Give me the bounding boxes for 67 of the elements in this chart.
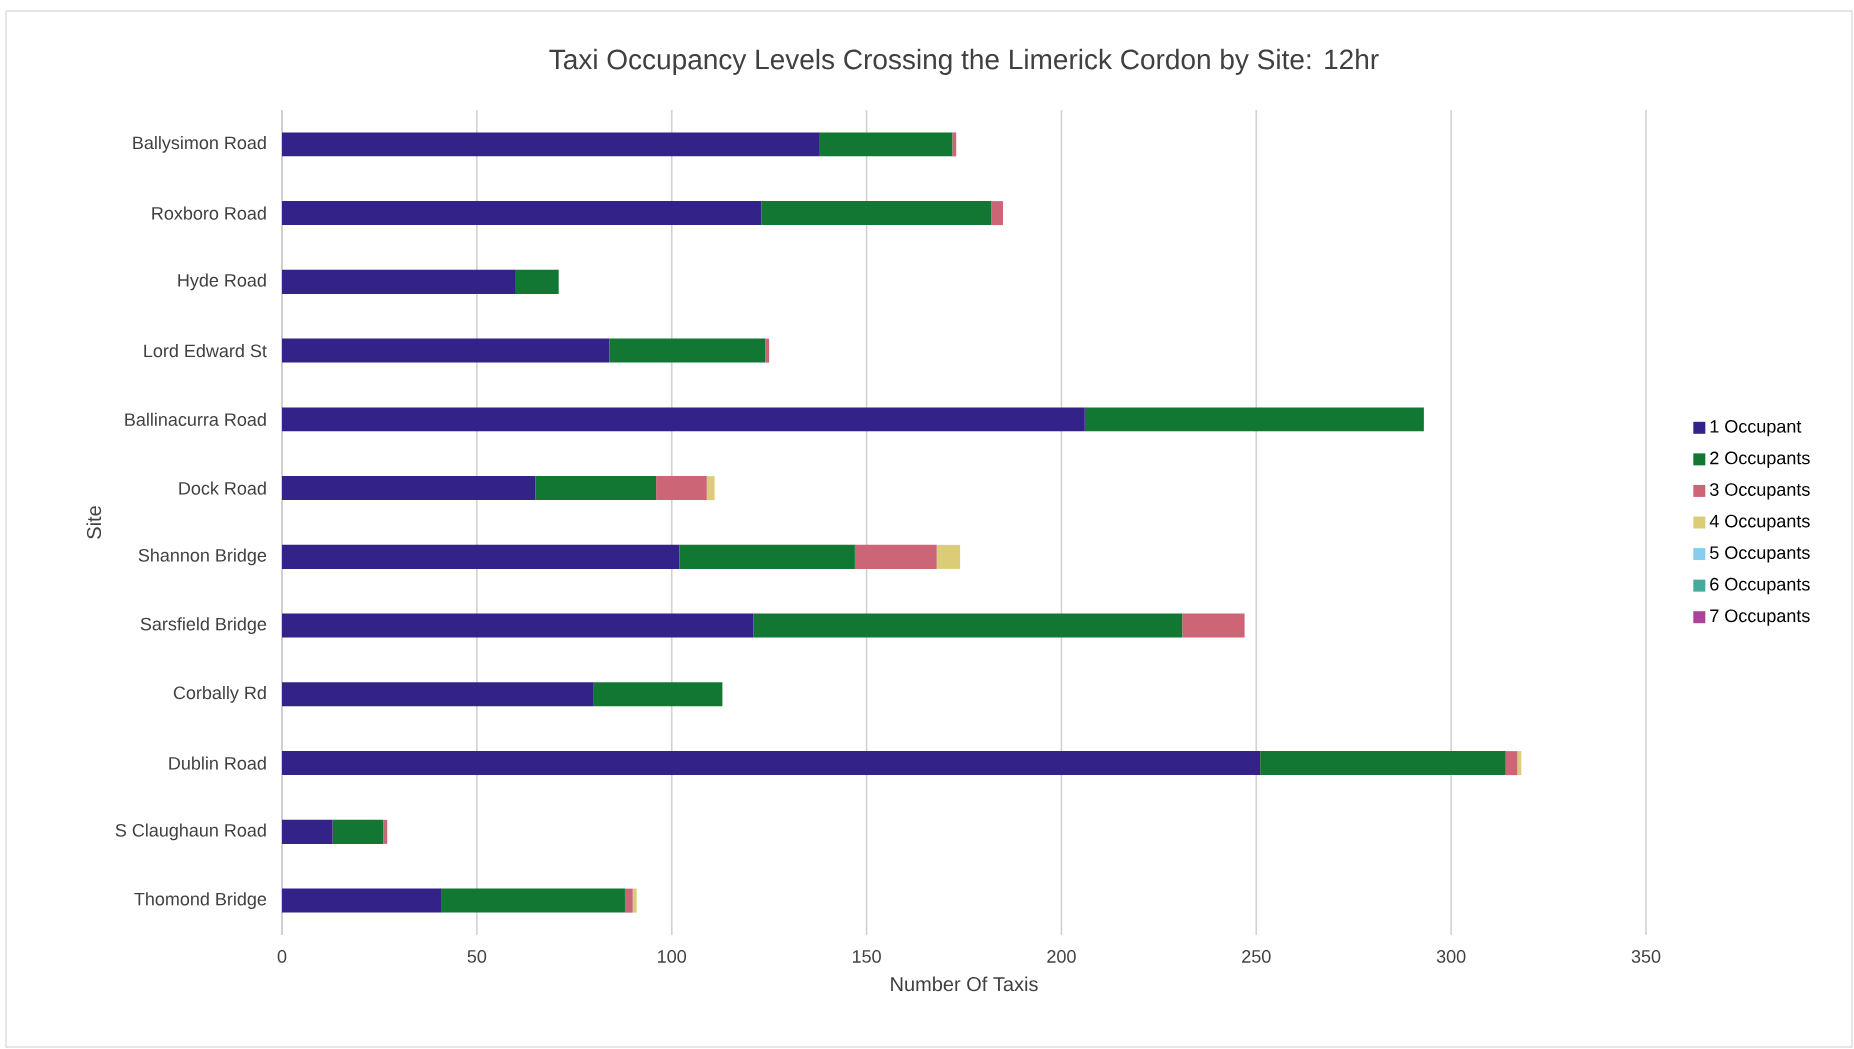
- bar: [535, 476, 657, 501]
- bar: [656, 476, 707, 501]
- bar: [515, 269, 559, 294]
- bar: [1517, 751, 1522, 776]
- bar: [991, 201, 1003, 226]
- bar: [282, 888, 442, 913]
- bar: [632, 888, 637, 913]
- x-tick-label: 50: [467, 950, 487, 963]
- y-axis-title: Site: [86, 506, 102, 539]
- y-tick-label: Thomond Bridge: [134, 892, 267, 910]
- x-tick-label: 300: [1436, 950, 1466, 963]
- y-tick-label: Dock Road: [179, 481, 266, 495]
- x-tick-label: 350: [1631, 950, 1661, 963]
- bar: [854, 544, 937, 569]
- legend-label: 2 Occupants: [1710, 451, 1810, 468]
- bar: [332, 819, 384, 844]
- bar: [624, 888, 633, 913]
- bar: [282, 269, 516, 294]
- x-tick-label: 200: [1047, 950, 1076, 963]
- x-tick-label: 250: [1242, 950, 1271, 963]
- legend-label: 7 Occupants: [1710, 609, 1810, 626]
- bar: [282, 338, 610, 363]
- bar: [282, 682, 594, 707]
- y-tick-label: Shannon Bridge: [138, 548, 267, 566]
- bar: [761, 201, 992, 226]
- bar: [383, 819, 388, 844]
- x-tick-label: 150: [852, 950, 881, 963]
- bar: [1182, 613, 1245, 638]
- bar: [1260, 751, 1506, 776]
- bar: [952, 132, 957, 157]
- bar: [282, 544, 680, 569]
- y-tick-label: Ballinacurra Road: [125, 412, 266, 426]
- y-tick-label: Corbally Rd: [173, 685, 266, 703]
- bar: [282, 201, 762, 226]
- legend-label: 1 Occupant: [1710, 420, 1802, 437]
- legend-label: 4 Occupants: [1709, 514, 1810, 532]
- bar: [282, 751, 1261, 776]
- bar: [593, 682, 723, 707]
- bar: [819, 132, 953, 157]
- x-tick-label: 0: [277, 950, 287, 963]
- bar: [282, 819, 333, 844]
- x-axis-title: Number Of Taxis: [891, 976, 1038, 992]
- bar: [936, 544, 961, 569]
- y-tick-label: Roxboro Road: [152, 206, 266, 220]
- bar: [282, 476, 536, 501]
- bar: [753, 613, 1183, 638]
- y-tick-label: Lord Edward St: [144, 344, 267, 358]
- y-tick-label: Ballysimon Road: [133, 135, 266, 153]
- bar: [1084, 407, 1424, 432]
- y-tick-label: Dublin Road: [169, 756, 266, 770]
- legend-label: 6 Occupants: [1710, 577, 1810, 595]
- legend-label: 5 Occupants: [1710, 546, 1810, 563]
- bar: [282, 132, 820, 157]
- bar: [765, 338, 770, 363]
- bar: [1505, 751, 1518, 776]
- y-tick-label: Sarsfield Bridge: [140, 617, 267, 635]
- bar: [282, 407, 1085, 432]
- bar: [441, 888, 625, 913]
- x-tick-label: 100: [658, 950, 687, 963]
- bar: [679, 544, 855, 569]
- bar: [609, 338, 766, 363]
- y-tick-label: Hyde Road: [178, 273, 266, 291]
- y-tick-label: S Claughaun Road: [115, 823, 266, 841]
- bar: [706, 476, 715, 501]
- chart-title: Taxi Occupancy Levels Crossing the Limerick Cordon by Site: 12hr: [549, 48, 1379, 75]
- legend-label: 3 Occupants: [1710, 483, 1810, 500]
- bar: [282, 613, 754, 638]
